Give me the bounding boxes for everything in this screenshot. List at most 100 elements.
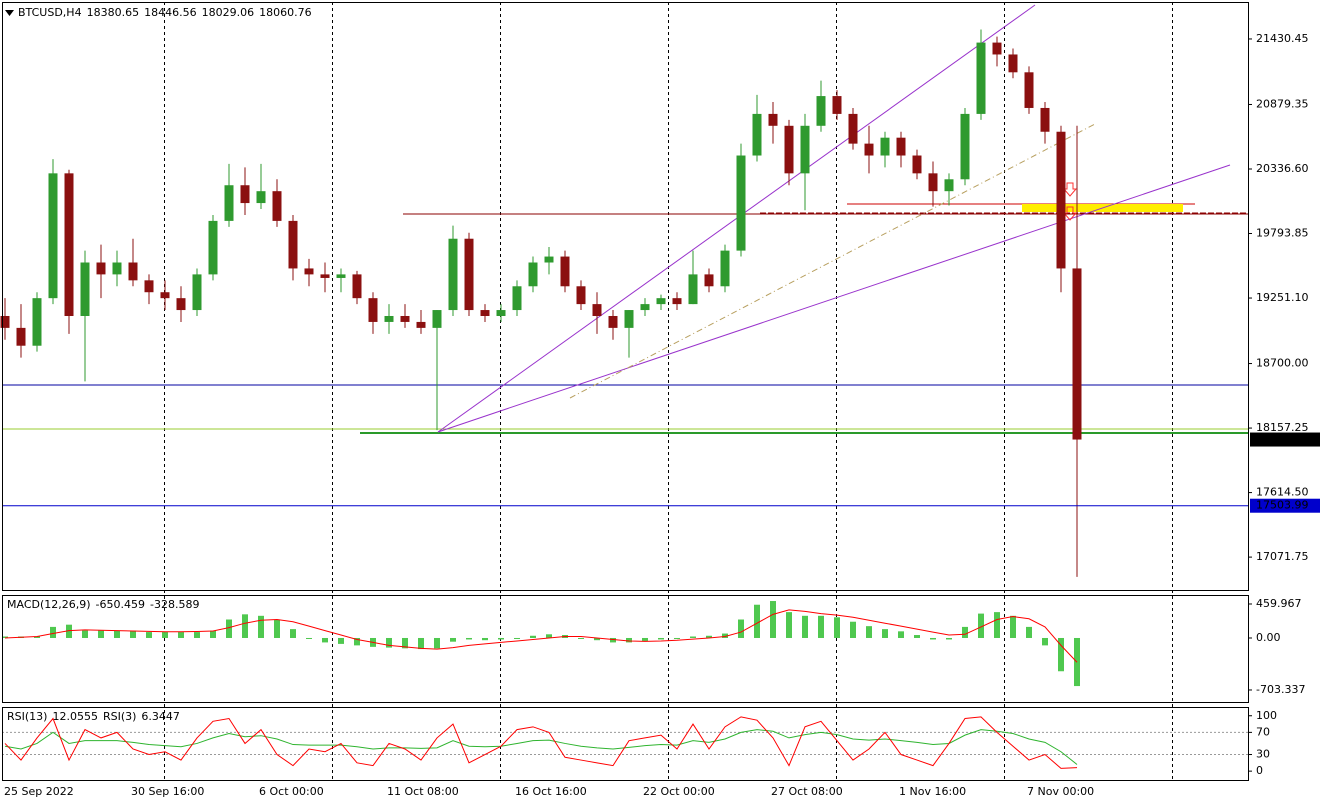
candle-body [688,274,698,305]
macd-bar [626,637,632,643]
macd-bar [290,629,296,638]
candle-body [832,96,842,114]
x-tick-label: 25 Sep 2022 [4,785,74,798]
candle-body [928,173,938,192]
macd-bar [450,637,456,642]
candle-body [768,113,778,126]
header-text: 18380.65 [87,6,140,19]
candle-body [912,155,922,174]
y-tick-label: 20879.35 [1256,97,1309,110]
candle-body [192,274,202,311]
candle-body [144,280,154,293]
macd-bar [530,635,536,638]
marks [0,29,1252,772]
y-tick-label: 459.967 [1256,597,1302,610]
macd-bar [1042,637,1048,646]
price-box [1250,432,1320,447]
macd-bar [930,637,936,640]
candle-body [448,238,458,311]
macd-bar [802,615,808,638]
y-tick-label: 0 [1256,764,1263,777]
y-tick-label: 17614.50 [1256,486,1309,499]
rsi-line [4,729,1078,765]
candle-body [496,310,506,316]
candle-body [672,298,682,305]
y-tick-label: 17071.75 [1256,550,1309,563]
candle-body [800,125,810,174]
y-tick-label: 70 [1256,725,1270,738]
arrow [1062,182,1078,197]
macd-bar [690,636,696,638]
rsi-line [4,716,1078,769]
vertical-grid [164,2,1173,780]
candle-body [208,220,218,275]
y-tick-label: 20336.60 [1256,162,1309,175]
macd-bar [34,636,40,638]
macd-bar [418,637,424,650]
x-tick-label: 7 Nov 00:00 [1027,785,1094,798]
candle-body [736,155,746,251]
macd-bar [754,604,760,638]
pane-frames [2,2,1249,781]
x-tick-label: 6 Oct 00:00 [259,785,324,798]
candle-body [240,185,250,204]
candle-body [976,42,986,114]
candle-body [320,274,330,278]
candle-body [400,315,410,322]
candle-body [112,262,122,275]
candle-body [1072,268,1082,440]
x-tick-label: 1 Nov 16:00 [899,785,966,798]
y-tick-label: 100 [1256,709,1277,722]
macd-bar [962,626,968,638]
channel-line [437,164,1231,433]
candle-body [352,274,362,299]
x-tick-label: 22 Oct 00:00 [643,785,715,798]
macd-bar [1010,615,1016,638]
candle-body [880,137,890,156]
macd-bar [434,637,440,649]
macd-bar [194,632,200,638]
candle-body [96,262,106,275]
candle-body [1056,131,1066,269]
candle-body [64,173,74,316]
macd-bar [706,635,712,638]
macd-bar [722,633,728,638]
macd-bar [66,624,72,638]
macd-bar [994,612,1000,638]
y-tick-label: 21430.45 [1256,32,1309,45]
macd-bar [146,632,152,638]
candle-body [176,298,186,311]
header-text: 12.0555 [52,710,98,723]
macd-bar [514,637,520,639]
candle-body [624,310,634,328]
level-box [1250,498,1320,513]
candle-body [512,286,522,311]
candle-body [464,238,474,311]
macd-bar [818,615,824,638]
macd-bar [898,631,904,638]
macd-bar [658,637,664,640]
macd-bar [482,637,488,641]
candle-body [1024,72,1034,108]
macd-bar [834,617,840,638]
header-text: RSI(3) [103,710,136,723]
macd-bar [50,626,56,638]
header-text: 18029.06 [202,6,255,19]
macd-bar [162,632,168,638]
x-tick-label: 27 Oct 08:00 [771,785,843,798]
candle-body [1040,107,1050,132]
macd-bar [1058,637,1064,672]
candle-body [528,262,538,287]
macd-bar [306,637,312,639]
header-text: 6.3447 [141,710,180,723]
menu-triangle [5,10,14,16]
macd-bar [210,630,216,638]
candle-body [896,137,906,156]
macd-bar [466,637,472,640]
macd-bar [226,619,232,638]
macd-bar [178,632,184,638]
candle-body [480,310,490,316]
y-tick-label: 0.00 [1256,631,1281,644]
arrow [1062,206,1078,221]
